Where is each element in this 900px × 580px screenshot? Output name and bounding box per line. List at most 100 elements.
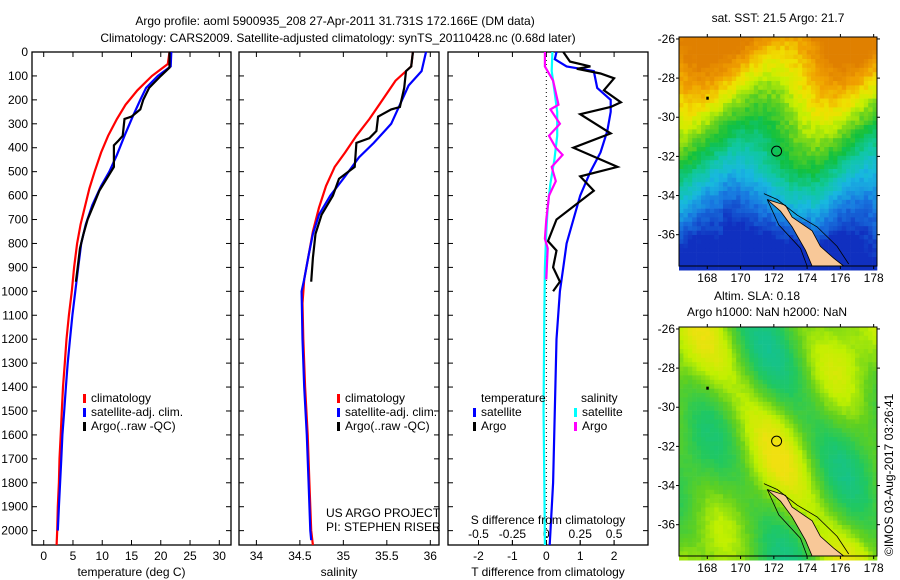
y-tick-label: 100 — [8, 69, 28, 83]
map-y-tick-label: -34 — [658, 189, 676, 203]
plot-frame — [31, 51, 232, 546]
y-tick-label: 1000 — [1, 284, 28, 298]
map-x-tick-label: 168 — [697, 271, 717, 285]
legend-label-t-satellite: satellite — [481, 405, 522, 419]
s-tick-label: -0.5 — [468, 527, 489, 541]
map-y-tick-label: -30 — [658, 400, 676, 414]
figure-title-line2: Climatology: CARS2009. Satellite-adjuste… — [100, 31, 575, 45]
map-x-tick-label: 174 — [797, 561, 817, 575]
map-x-tick-label: 172 — [764, 561, 784, 575]
x-tick-label: 36 — [424, 549, 438, 563]
legend-swatch-t-argo — [473, 422, 476, 431]
series-line-t-argo — [546, 51, 624, 292]
y-tick-label: 1200 — [1, 332, 28, 346]
legend-swatch-s-satellite — [574, 408, 577, 417]
temperature-panel: 0 5 10 15 20 25 300100200300400500600700800900… — [1, 45, 232, 579]
y-tick-label: 300 — [8, 117, 28, 131]
y-tick-label: 700 — [8, 213, 28, 227]
s-tick-label: 0.5 — [606, 527, 623, 541]
y-tick-label: 2000 — [1, 524, 28, 538]
map-y-tick-label: -36 — [658, 228, 676, 242]
x-tick-label: 35.5 — [375, 549, 399, 563]
land-new-zealand — [766, 489, 845, 557]
legend-swatch-satellite — [83, 408, 86, 417]
station-marker — [706, 96, 709, 100]
map-x-tick-label: 178 — [864, 561, 884, 575]
y-tick-label: 400 — [8, 141, 28, 155]
y-tick-label: 200 — [8, 93, 28, 107]
legend-swatch-climatology — [83, 394, 86, 403]
x-tick-label: 35 — [337, 549, 351, 563]
y-tick-label: 900 — [8, 260, 28, 274]
x-tick-label: -2 — [473, 549, 484, 563]
series-line-argo-raw-qc- — [74, 52, 171, 282]
legend-label-satellite: satellite-adj. clim. — [345, 405, 437, 419]
map-frame — [678, 36, 878, 267]
plot-frame — [238, 51, 440, 546]
series-line-climatology — [55, 51, 171, 546]
project-annotation: US ARGO PROJECT — [326, 506, 441, 520]
x-tick-label: 2 — [611, 549, 618, 563]
map-x-tick-label: 168 — [697, 561, 717, 575]
map-y-tick-label: -26 — [658, 32, 676, 46]
map-field — [679, 37, 878, 271]
x-tick-label: -1 — [507, 549, 518, 563]
sla-map-panel: 168 170 172 174 176 178 -26 -28 -30 -32 -34 -36 — [658, 322, 884, 575]
map-x-tick-label: 176 — [830, 561, 850, 575]
x-tick-label: 15 — [125, 549, 139, 563]
y-tick-label: 1700 — [1, 452, 28, 466]
float-position-marker — [771, 145, 783, 157]
y-tick-label: 1600 — [1, 428, 28, 442]
x-tick-label: 1 — [577, 549, 584, 563]
copyright-stamp: ©IMOS 03-Aug-2017 03:26:41 — [882, 393, 896, 556]
s-tick-label: -0.25 — [499, 527, 527, 541]
legend-swatch-satellite — [337, 408, 340, 417]
x-axis-label: temperature (deg C) — [77, 565, 185, 579]
legend-label-argo: Argo(..raw -QC) — [345, 419, 430, 433]
legend-label-s-argo: Argo — [582, 419, 608, 433]
map-y-tick-label: -28 — [658, 71, 676, 85]
map-y-tick-label: -32 — [658, 439, 676, 453]
map-y-tick-label: -34 — [658, 479, 676, 493]
y-tick-label: 500 — [8, 165, 28, 179]
y-tick-label: 800 — [8, 236, 28, 250]
series-line-argo-raw-qc- — [310, 51, 414, 282]
x-tick-label: 30 — [213, 549, 227, 563]
sla-map-title: Altim. SLA: 0.18 — [714, 289, 800, 303]
y-tick-label: 1300 — [1, 356, 28, 370]
legend-title-temperature: temperature — [481, 391, 546, 405]
legend-label-satellite: satellite-adj. clim. — [91, 405, 183, 419]
map-y-tick-label: -32 — [658, 149, 676, 163]
y-tick-label: 1500 — [1, 404, 28, 418]
difference-legend: temperature salinity satellite Argo sate… — [471, 391, 626, 527]
legend-label-argo: Argo(..raw -QC) — [91, 419, 176, 433]
legend-swatch-climatology — [337, 394, 340, 403]
map-x-tick-label: 170 — [731, 271, 751, 285]
map-y-tick-label: -30 — [658, 110, 676, 124]
salinity-legend: climatology satellite-adj. clim. Argo(..… — [326, 391, 441, 534]
depth-contour — [763, 193, 850, 265]
land-new-zealand — [766, 199, 845, 267]
legend-title-salinity: salinity — [581, 391, 618, 405]
y-tick-label: 1400 — [1, 380, 28, 394]
x-tick-label: 0 — [543, 549, 550, 563]
legend-swatch-argo — [337, 422, 340, 431]
map-x-tick-label: 178 — [864, 271, 884, 285]
y-tick-label: 600 — [8, 189, 28, 203]
legend-label-climatology: climatology — [345, 391, 405, 405]
s-tick-label: 0 — [543, 527, 550, 541]
map-frame — [678, 326, 878, 557]
y-tick-label: 1800 — [1, 476, 28, 490]
legend-label-s-satellite: satellite — [582, 405, 623, 419]
x-axis-label: T difference from climatology — [471, 565, 625, 579]
salinity-panel: 34 34.5 35 35.5 36 salinity — [238, 51, 440, 579]
s-tick-label: 0.25 — [569, 527, 593, 541]
legend-swatch-argo — [83, 422, 86, 431]
temperature-legend: climatology satellite-adj. clim. Argo(..… — [83, 391, 183, 433]
map-x-tick-label: 172 — [764, 271, 784, 285]
x-tick-label: 10 — [96, 549, 110, 563]
sst-map-title: sat. SST: 21.5 Argo: 21.7 — [712, 11, 845, 25]
depth-contour — [763, 483, 850, 555]
station-marker — [706, 386, 709, 390]
